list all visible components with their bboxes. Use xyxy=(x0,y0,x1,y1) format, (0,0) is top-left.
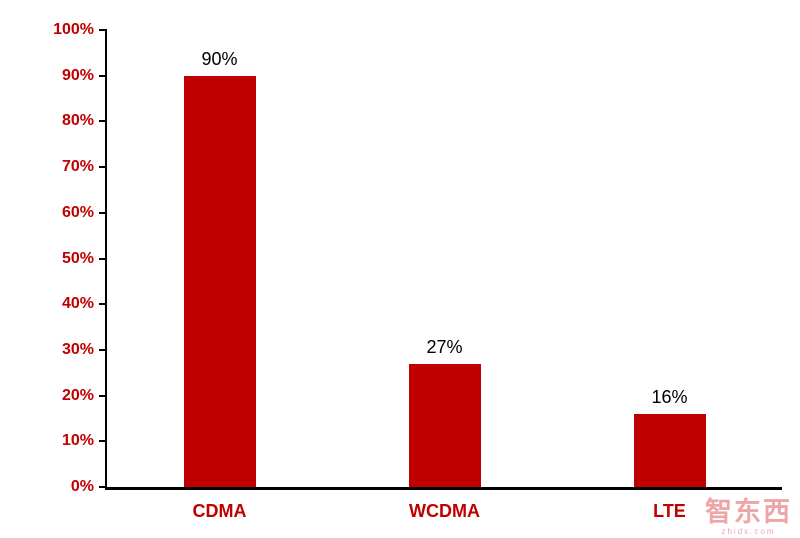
y-tick: 0% xyxy=(42,479,107,495)
tick-mark xyxy=(99,486,107,488)
tick-mark xyxy=(99,394,107,397)
tick-mark xyxy=(99,257,107,260)
y-tick-label: 60% xyxy=(61,203,94,221)
tick-mark xyxy=(99,74,107,77)
x-label-wcdma: WCDMA xyxy=(409,501,480,521)
y-tick-label: 90% xyxy=(61,66,94,84)
y-tick-label: 50% xyxy=(61,249,94,267)
plot-area: 100% 90% 80% 70% 60% 50% 40% 30% 20% 10%… xyxy=(53,22,782,521)
watermark: 智东西 zhidx.com xyxy=(705,499,792,536)
y-tick: 70% xyxy=(42,159,107,175)
bar-group-wcdma: 27% xyxy=(332,30,557,487)
watermark-logo: 智东西 xyxy=(705,497,792,527)
tick-mark xyxy=(99,348,107,351)
y-tick: 30% xyxy=(42,340,107,358)
y-tick-label: 100% xyxy=(53,21,94,38)
y-tick: 100% xyxy=(42,22,107,38)
y-tick: 90% xyxy=(42,66,107,84)
y-tick: 50% xyxy=(42,249,107,267)
y-tick: 20% xyxy=(42,386,107,404)
x-label-cdma: CDMA xyxy=(192,501,247,521)
tick-mark xyxy=(99,166,107,169)
y-tick-label: 40% xyxy=(61,295,94,313)
bar-lte xyxy=(633,413,706,487)
tick-mark xyxy=(99,211,107,214)
y-tick-label: 70% xyxy=(61,158,94,176)
tick-mark xyxy=(99,120,107,123)
bar-group-lte: 16% xyxy=(557,30,782,487)
y-tick-label: 0% xyxy=(70,478,94,495)
bar-group-cdma: 90% xyxy=(107,30,332,487)
x-axis-labels: CDMA WCDMA LTE xyxy=(107,501,782,522)
tick-mark xyxy=(99,29,107,31)
x-label-lte: LTE xyxy=(653,501,686,521)
y-tick-label: 20% xyxy=(61,386,94,404)
bar-value-label: 90% xyxy=(201,48,238,69)
bar-value-label: 27% xyxy=(426,336,463,357)
watermark-subtext: zhidx.com xyxy=(721,527,776,536)
y-tick-label: 80% xyxy=(61,112,94,130)
y-tick-label: 30% xyxy=(61,340,94,358)
bar-cdma xyxy=(183,75,256,487)
tick-mark xyxy=(99,303,107,306)
y-tick-label: 10% xyxy=(61,432,94,450)
bars-container: 90% 27% 16% xyxy=(107,30,782,487)
bar-value-label: 16% xyxy=(651,386,688,407)
y-tick: 60% xyxy=(42,203,107,221)
y-tick: 10% xyxy=(42,433,107,449)
bar-wcdma xyxy=(408,363,481,487)
y-tick: 40% xyxy=(42,296,107,312)
tick-mark xyxy=(99,440,107,443)
y-tick: 80% xyxy=(42,113,107,129)
